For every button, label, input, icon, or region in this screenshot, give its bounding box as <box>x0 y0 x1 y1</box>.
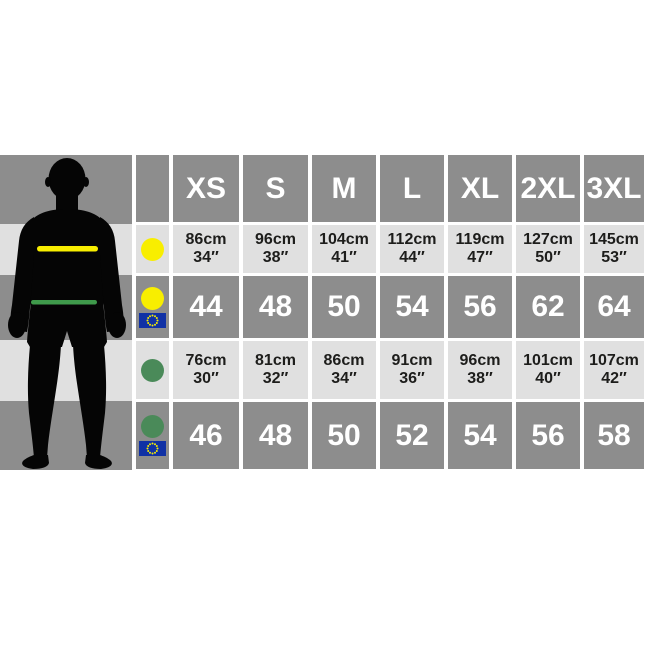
chest-eu-row-icon-cell <box>136 276 169 338</box>
header-cell-m: M <box>312 155 376 222</box>
eu-flag-icon <box>139 312 166 328</box>
measurement-in: 32″ <box>262 370 289 387</box>
chest-eu-cell: 54 <box>380 276 444 338</box>
measurement-in: 30″ <box>193 370 219 387</box>
chest-cell: 104cm 41″ <box>312 225 376 273</box>
waist-cell: 81cm 32″ <box>243 341 308 399</box>
waist-eu-cell: 58 <box>584 402 644 469</box>
header-icon-cell <box>136 155 169 222</box>
measurement-cm: 76cm <box>185 351 227 369</box>
measurement-cm: 127cm <box>523 230 573 248</box>
header-cell-xs: XS <box>173 155 239 222</box>
waist-eu-row-icon-cell <box>136 402 169 469</box>
waist-cell: 91cm 36″ <box>380 341 444 399</box>
silhouette-right-arm <box>100 217 124 332</box>
chest-eu-cell: 44 <box>173 276 239 338</box>
measurement-in: 34″ <box>331 370 357 387</box>
chest-eu-cell: 56 <box>448 276 512 338</box>
measurement-in: 36″ <box>399 370 425 387</box>
measurement-in: 44″ <box>399 249 425 266</box>
green-circle-icon <box>141 358 164 382</box>
silhouette-torso <box>25 209 109 306</box>
chest-cell: 145cm 53″ <box>584 225 644 273</box>
chest-eu-cell: 64 <box>584 276 644 338</box>
eu-flag-icon <box>139 441 166 456</box>
waist-eu-cell: 46 <box>173 402 239 469</box>
measurement-cm: 96cm <box>255 230 296 248</box>
measurement-cm: 104cm <box>319 230 369 248</box>
size-table: XS S M L XL 2XL 3XL 86cm 34″ 96cm 38″ 10… <box>136 155 644 469</box>
measurement-cm: 81cm <box>255 351 296 369</box>
waist-eu-cell: 48 <box>243 402 308 469</box>
measurement-cm: 119cm <box>455 230 505 248</box>
chest-cell: 86cm 34″ <box>173 225 239 273</box>
silhouette-left-leg <box>27 345 62 458</box>
yellow-circle-icon <box>141 286 164 310</box>
waist-eu-cell: 50 <box>312 402 376 469</box>
waist-eu-cell: 54 <box>448 402 512 469</box>
header-cell-3xl: 3XL <box>584 155 644 222</box>
measurement-in: 40″ <box>535 370 561 387</box>
measurement-cm: 107cm <box>589 351 639 369</box>
background-band <box>0 339 132 401</box>
waist-eu-cell: 52 <box>380 402 444 469</box>
silhouette-shorts <box>27 301 107 347</box>
green-circle-icon <box>141 415 164 438</box>
silhouette-right-foot <box>85 455 112 469</box>
silhouette-panel <box>0 155 132 470</box>
measurement-cm: 86cm <box>185 230 227 248</box>
chest-eu-cell: 48 <box>243 276 308 338</box>
header-cell-l: L <box>380 155 444 222</box>
silhouette-ear <box>83 177 89 187</box>
measurement-cm: 96cm <box>459 351 501 369</box>
silhouette-left-arm <box>10 217 34 332</box>
waist-cell: 86cm 34″ <box>312 341 376 399</box>
waist-cell: 96cm 38″ <box>448 341 512 399</box>
measurement-in: 41″ <box>331 249 357 266</box>
man-silhouette <box>8 158 126 469</box>
chest-measure-line <box>37 246 98 252</box>
waist-cell: 107cm 42″ <box>584 341 644 399</box>
waist-cell: 76cm 30″ <box>173 341 239 399</box>
chest-eu-cell: 62 <box>516 276 580 338</box>
measurement-in: 42″ <box>601 370 627 387</box>
silhouette-right-hand <box>108 312 126 338</box>
measurement-cm: 101cm <box>523 351 573 369</box>
measurement-in: 38″ <box>467 370 493 387</box>
header-cell-2xl: 2XL <box>516 155 580 222</box>
header-cell-s: S <box>243 155 308 222</box>
header-cell-xl: XL <box>448 155 512 222</box>
waist-measure-line <box>31 300 97 305</box>
measurement-in: 47″ <box>467 249 493 266</box>
chest-row-icon-cell <box>136 225 169 273</box>
chest-cell: 96cm 38″ <box>243 225 308 273</box>
silhouette-right-leg <box>73 345 107 458</box>
yellow-circle-icon <box>141 237 164 261</box>
silhouette-left-hand <box>8 312 26 338</box>
chest-cell: 112cm 44″ <box>380 225 444 273</box>
silhouette-ear <box>45 177 51 187</box>
measurement-in: 53″ <box>601 249 627 266</box>
measurement-in: 50″ <box>535 249 561 266</box>
waist-eu-cell: 56 <box>516 402 580 469</box>
waist-row-icon-cell <box>136 341 169 399</box>
silhouette-left-foot <box>22 455 49 469</box>
waist-cell: 101cm 40″ <box>516 341 580 399</box>
measurement-cm: 112cm <box>387 230 437 248</box>
measurement-in: 38″ <box>262 249 289 266</box>
chest-eu-cell: 50 <box>312 276 376 338</box>
measurement-cm: 86cm <box>323 351 365 369</box>
measurement-cm: 145cm <box>589 230 639 248</box>
measurement-cm: 91cm <box>391 351 433 369</box>
chest-cell: 119cm 47″ <box>448 225 512 273</box>
silhouette-neck <box>56 185 78 213</box>
chest-cell: 127cm 50″ <box>516 225 580 273</box>
background-band <box>0 400 132 470</box>
measurement-in: 34″ <box>193 249 219 266</box>
